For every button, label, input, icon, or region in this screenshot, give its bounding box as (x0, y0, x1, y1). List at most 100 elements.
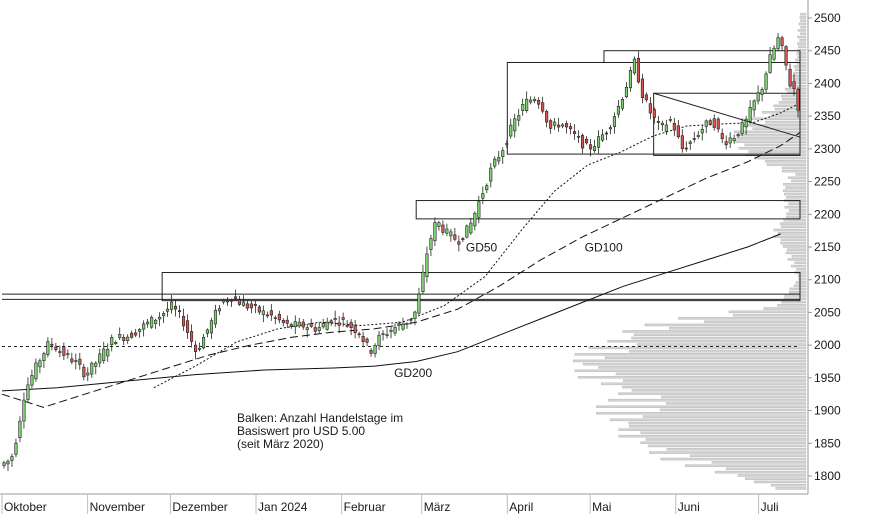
profile-bar (601, 382, 807, 386)
profile-bar (782, 169, 807, 173)
range-box (415, 200, 801, 220)
candle-up (325, 321, 329, 330)
profile-bar (642, 415, 807, 418)
profile-bar (781, 225, 807, 228)
candle-down (50, 343, 54, 346)
profile-bar (797, 42, 807, 45)
profile-bar (647, 444, 807, 448)
candle-up (202, 336, 206, 349)
y-tick-label: 1950 (814, 371, 841, 385)
candle-up (620, 99, 625, 109)
profile-bar (777, 232, 807, 235)
candle-up (401, 323, 405, 330)
profile-bar (735, 140, 807, 143)
candle-down (453, 234, 457, 240)
profile-bar (615, 372, 807, 376)
profile-bar (798, 277, 807, 281)
profile-bar (640, 431, 807, 435)
profile-bar (685, 464, 807, 467)
candle-up (405, 323, 409, 325)
candle-up (110, 336, 114, 345)
candle-down (672, 123, 676, 131)
profile-bar (745, 477, 807, 480)
profile-bar (574, 369, 807, 373)
candle-down (329, 320, 333, 323)
profile-bar (596, 412, 807, 415)
profile-bar (791, 179, 807, 183)
candle-up (596, 136, 601, 148)
candle-up (321, 322, 325, 328)
y-tick-label: 2100 (814, 273, 841, 287)
candle-up (429, 238, 433, 250)
profile-bar (797, 29, 807, 32)
candle-up (417, 293, 421, 314)
candle-down (186, 320, 190, 333)
candle-down (712, 118, 716, 128)
profile-bar (618, 428, 807, 431)
profile-bar (799, 16, 807, 19)
profile-bar (773, 235, 807, 238)
x-tick-label: April (509, 500, 533, 514)
profile-bar (781, 300, 807, 304)
profile-bar (773, 228, 807, 232)
candle-up (600, 134, 605, 141)
candle-up (509, 124, 513, 137)
candle-down (564, 123, 569, 128)
candle-up (736, 134, 740, 136)
profile-bar (598, 366, 807, 369)
candle-up (533, 99, 537, 102)
profile-bar (800, 12, 807, 16)
candle-up (305, 327, 309, 330)
profile-bar (777, 304, 807, 307)
y-tick-label: 2400 (814, 76, 841, 90)
profile-bar (781, 94, 807, 98)
candle-up (497, 157, 501, 162)
candle-up (198, 347, 202, 350)
candle-up (485, 185, 489, 191)
x-tick-label: Oktober (4, 500, 47, 514)
candle-up (628, 70, 633, 89)
profile-bar (775, 487, 807, 490)
candle-up (393, 327, 397, 334)
candle-up (449, 231, 453, 237)
candle-up (22, 399, 26, 422)
candle-up (345, 325, 349, 327)
candle-down (568, 126, 573, 130)
candle-up (760, 89, 764, 95)
profile-bar (736, 133, 807, 137)
candle-up (213, 309, 217, 325)
candle-up (437, 222, 441, 227)
candle-down (708, 120, 712, 125)
candle-up (126, 336, 130, 341)
y-tick-label: 2200 (814, 207, 841, 221)
candle-up (385, 334, 389, 337)
profile-bar (788, 202, 807, 206)
candle-down (313, 327, 317, 332)
profile-bar (577, 376, 807, 379)
profile-bar (789, 291, 807, 294)
candle-down (636, 57, 641, 83)
profile-bar (781, 166, 807, 170)
candle-up (158, 316, 162, 320)
profile-bar (797, 55, 807, 58)
candle-down (541, 102, 545, 112)
x-tick-label: Mai (592, 500, 611, 514)
candle-up (632, 58, 637, 74)
candle-down (648, 103, 652, 114)
profile-bar (785, 186, 807, 189)
x-tick-label: März (424, 500, 451, 514)
candle-up (517, 115, 521, 121)
profile-bar (780, 241, 807, 245)
profile-bar (734, 130, 807, 134)
y-tick-label: 2350 (814, 109, 841, 123)
profile-bar (623, 379, 807, 382)
candle-up (114, 341, 118, 344)
candle-up (297, 321, 301, 327)
candle-up (521, 104, 525, 111)
candle-up (18, 420, 22, 439)
profile-bar (795, 281, 807, 284)
horizontal-levels (2, 293, 800, 347)
candle-up (744, 118, 748, 128)
annotation-line: Balken: Anzahl Handelstage im (237, 411, 403, 425)
